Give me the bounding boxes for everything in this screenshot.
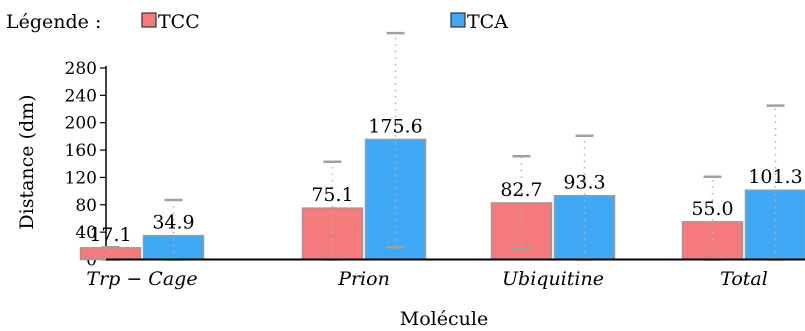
y-tick-label: 160 [65, 141, 97, 161]
y-tick-label: 0 [86, 251, 97, 271]
bars-group [79, 138, 805, 261]
bar-tcc-0 [79, 247, 142, 261]
bar-tcc-1 [301, 207, 364, 261]
legend-swatch-tca [450, 12, 466, 28]
y-axis: 0 40 80 120 160 200 240 280 [65, 59, 107, 271]
bar-tcc-3 [681, 221, 744, 261]
bar-tca-3 [744, 189, 805, 261]
y-axis-title: Distance (dm) [16, 94, 38, 229]
data-label-tca-1: 175.6 [368, 115, 422, 137]
y-tick-label: 120 [65, 168, 97, 188]
data-label-tcc-2: 82.7 [500, 179, 542, 201]
category-label: Ubiquitine [502, 268, 604, 290]
data-label-tca-0: 34.9 [152, 212, 194, 234]
x-axis-title: Molécule [400, 308, 488, 330]
y-tick-label: 40 [75, 223, 97, 243]
data-label-tcc-1: 75.1 [311, 184, 353, 206]
legend-label-tca: TCA [467, 11, 508, 33]
legend-title: Légende : [6, 11, 101, 33]
bar-tca-1 [364, 138, 427, 261]
data-label-tca-2: 93.3 [563, 172, 605, 194]
legend: Légende : TCC TCA [6, 11, 508, 33]
category-labels-group: Trp − Cage Prion Ubiquitine Total [86, 268, 767, 290]
legend-label-tcc: TCC [158, 11, 200, 33]
data-label-tcc-3: 55.0 [691, 198, 733, 220]
data-label-tca-3: 101.3 [748, 166, 802, 188]
legend-swatch-tcc [141, 12, 157, 28]
category-label: Total [720, 268, 768, 290]
data-labels-group: 17.1 34.9 75.1 175.6 82.7 93.3 55.0 101.3 [89, 115, 802, 245]
bar-tcc-2 [490, 202, 553, 261]
y-tick-label: 240 [65, 86, 97, 106]
category-label: Prion [337, 268, 390, 290]
y-tick-label: 80 [75, 196, 97, 216]
y-tick-label: 200 [65, 114, 97, 134]
bar-tca-2 [553, 194, 616, 261]
y-tick-label: 280 [65, 59, 97, 79]
category-label: Trp − Cage [86, 268, 197, 290]
data-label-tcc-0: 17.1 [89, 224, 131, 246]
